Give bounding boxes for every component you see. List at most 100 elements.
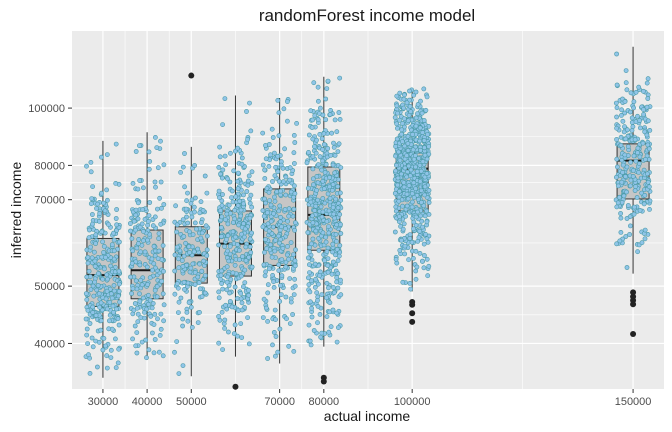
x-axis-ticks: 30000 40000 50000 70000 80000 100000 150000 xyxy=(88,389,651,408)
data-point xyxy=(217,144,222,150)
data-point xyxy=(415,102,421,107)
data-point xyxy=(152,134,158,140)
data-point xyxy=(329,271,335,277)
data-point xyxy=(306,149,311,155)
data-point xyxy=(100,239,105,245)
data-point xyxy=(319,330,325,336)
data-point xyxy=(225,176,230,182)
data-point xyxy=(622,152,628,158)
data-point xyxy=(614,105,620,111)
data-point xyxy=(393,256,399,262)
data-point xyxy=(421,86,427,92)
data-point xyxy=(90,310,96,315)
data-point xyxy=(395,175,401,181)
x-axis-title: actual income xyxy=(324,408,411,424)
data-point xyxy=(181,279,187,285)
data-point xyxy=(192,163,197,168)
data-point xyxy=(248,192,254,198)
data-point xyxy=(116,288,122,294)
data-point xyxy=(273,237,278,243)
data-point xyxy=(130,336,135,342)
data-point xyxy=(107,318,112,324)
data-point xyxy=(635,150,640,156)
data-point xyxy=(619,199,625,205)
data-point xyxy=(225,329,231,335)
outlier-points xyxy=(188,72,637,390)
data-point xyxy=(269,254,275,260)
data-point xyxy=(305,230,311,235)
data-point xyxy=(338,292,344,298)
data-point xyxy=(305,255,311,261)
data-point xyxy=(96,271,101,276)
data-point xyxy=(157,195,162,201)
data-point xyxy=(392,229,398,235)
data-point xyxy=(400,279,406,285)
data-point xyxy=(243,258,249,263)
data-point xyxy=(326,224,331,229)
data-point xyxy=(134,330,140,335)
data-point xyxy=(268,152,273,158)
data-point xyxy=(219,198,225,204)
data-point xyxy=(104,152,110,157)
data-point xyxy=(128,228,133,234)
data-point xyxy=(260,130,266,136)
data-point xyxy=(138,249,143,255)
data-point xyxy=(275,153,281,159)
data-point xyxy=(415,111,420,117)
data-point xyxy=(618,142,624,148)
data-point xyxy=(216,188,222,194)
data-point xyxy=(246,292,252,298)
data-point xyxy=(199,230,205,236)
data-point xyxy=(101,335,107,341)
data-point xyxy=(240,254,245,259)
data-point xyxy=(238,296,244,302)
data-point xyxy=(147,158,153,164)
data-point xyxy=(314,187,319,193)
data-point xyxy=(84,326,90,332)
data-point xyxy=(154,294,160,300)
data-point xyxy=(231,168,237,174)
data-point xyxy=(394,136,400,142)
y-tick-label: 80000 xyxy=(34,160,65,172)
data-point xyxy=(84,163,89,169)
data-point xyxy=(330,241,336,247)
data-point xyxy=(397,157,403,163)
data-point xyxy=(173,203,178,209)
data-point xyxy=(623,174,628,179)
data-point xyxy=(619,107,624,113)
data-point xyxy=(422,184,428,190)
data-point xyxy=(338,165,344,170)
data-point xyxy=(418,147,423,153)
data-point xyxy=(104,365,110,371)
data-point xyxy=(330,182,336,187)
data-point xyxy=(410,255,416,261)
data-point xyxy=(265,356,270,361)
data-point xyxy=(187,250,192,255)
data-point xyxy=(335,205,341,211)
data-point xyxy=(130,286,136,291)
data-point xyxy=(104,187,109,193)
data-point xyxy=(293,247,298,253)
data-point xyxy=(133,227,138,233)
data-point xyxy=(266,189,272,195)
data-point xyxy=(172,349,177,355)
data-point xyxy=(139,339,145,345)
data-point xyxy=(287,276,293,281)
data-point xyxy=(198,199,204,205)
data-point xyxy=(405,141,411,146)
data-point xyxy=(317,154,323,160)
data-point xyxy=(417,162,423,168)
data-point xyxy=(294,121,299,126)
data-point xyxy=(327,300,333,306)
data-point xyxy=(101,200,106,206)
data-point xyxy=(625,144,631,149)
data-point xyxy=(633,184,638,189)
data-point xyxy=(623,234,629,239)
data-point xyxy=(245,136,250,142)
data-point xyxy=(97,218,102,224)
data-point xyxy=(247,215,253,221)
data-point xyxy=(185,318,191,324)
data-point xyxy=(201,258,207,264)
data-point xyxy=(279,273,285,279)
data-point xyxy=(140,228,146,234)
